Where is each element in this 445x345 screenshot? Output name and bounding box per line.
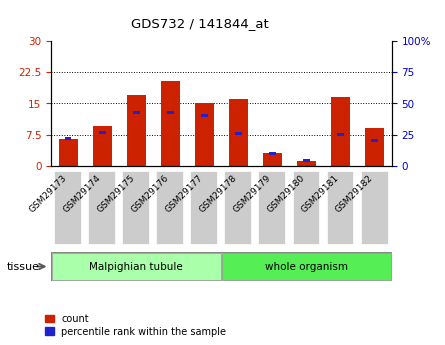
- Bar: [161, 81, 180, 166]
- FancyBboxPatch shape: [51, 252, 392, 281]
- Text: whole organism: whole organism: [265, 262, 348, 272]
- FancyBboxPatch shape: [156, 170, 184, 245]
- Bar: [99, 131, 105, 134]
- Bar: [303, 159, 310, 162]
- FancyBboxPatch shape: [360, 170, 388, 245]
- Bar: [65, 137, 72, 140]
- Bar: [337, 133, 344, 136]
- FancyBboxPatch shape: [327, 170, 355, 245]
- Text: GSM29174: GSM29174: [61, 173, 102, 214]
- FancyBboxPatch shape: [259, 170, 287, 245]
- FancyBboxPatch shape: [88, 170, 116, 245]
- Legend: count, percentile rank within the sample: count, percentile rank within the sample: [45, 314, 227, 337]
- Text: tissue: tissue: [7, 262, 40, 272]
- Bar: [371, 139, 378, 142]
- Text: GSM29180: GSM29180: [265, 173, 307, 214]
- Text: GSM29179: GSM29179: [231, 173, 272, 214]
- Bar: [93, 126, 112, 166]
- Text: GSM29178: GSM29178: [197, 173, 239, 214]
- FancyBboxPatch shape: [224, 170, 252, 245]
- Text: GSM29175: GSM29175: [95, 173, 136, 214]
- Text: GSM29176: GSM29176: [129, 173, 170, 214]
- FancyBboxPatch shape: [122, 170, 150, 245]
- Bar: [201, 115, 208, 117]
- FancyBboxPatch shape: [292, 170, 320, 245]
- Bar: [263, 153, 282, 166]
- Bar: [167, 111, 174, 114]
- Bar: [331, 97, 350, 166]
- Bar: [269, 152, 276, 155]
- Text: GSM29181: GSM29181: [299, 173, 340, 214]
- Bar: [229, 99, 248, 166]
- Text: GSM29177: GSM29177: [163, 173, 204, 214]
- Bar: [59, 139, 77, 166]
- Bar: [127, 95, 146, 166]
- Bar: [235, 132, 242, 135]
- FancyBboxPatch shape: [54, 170, 82, 245]
- Bar: [133, 111, 140, 114]
- Bar: [195, 103, 214, 166]
- Bar: [297, 161, 316, 166]
- FancyBboxPatch shape: [52, 253, 221, 280]
- Text: GSM29182: GSM29182: [334, 173, 375, 214]
- Bar: [365, 128, 384, 166]
- Text: GSM29173: GSM29173: [27, 173, 68, 214]
- FancyBboxPatch shape: [190, 170, 218, 245]
- FancyBboxPatch shape: [222, 253, 391, 280]
- Text: Malpighian tubule: Malpighian tubule: [89, 262, 183, 272]
- Text: GDS732 / 141844_at: GDS732 / 141844_at: [131, 17, 269, 30]
